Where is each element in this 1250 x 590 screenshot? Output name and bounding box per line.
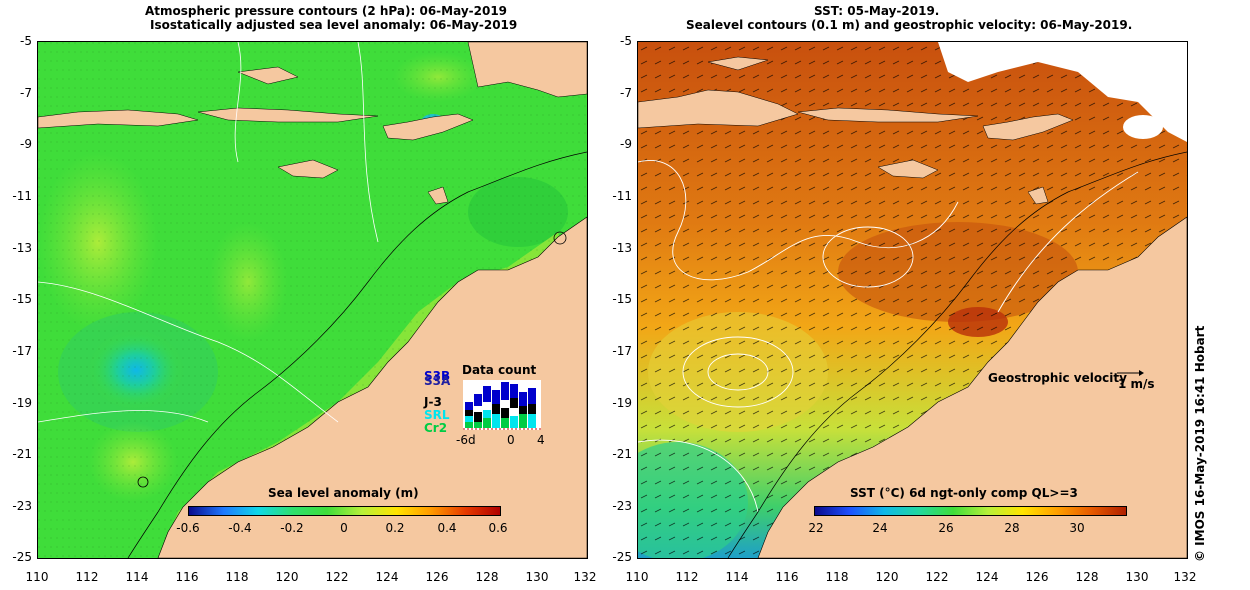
left-xtick: 126 [425, 570, 449, 584]
right-xtick: 120 [875, 570, 899, 584]
data-count-xtick: 4 [537, 433, 545, 447]
left-ytick: -19 [12, 396, 32, 410]
right-xtick: 122 [925, 570, 949, 584]
left-ytick: -17 [12, 344, 32, 358]
right-xtick: 118 [825, 570, 849, 584]
right-ytick: -17 [612, 344, 632, 358]
right-ytick: -23 [612, 499, 632, 513]
left-title-line2: Isostatically adjusted sea level anomaly… [150, 18, 518, 32]
left-xtick: 124 [375, 570, 399, 584]
velocity-scale-arrow-icon [1117, 370, 1144, 376]
mission-cr2: Cr2 [424, 421, 448, 435]
right-ytick: -5 [620, 34, 632, 48]
left-ytick: -9 [20, 137, 32, 151]
sst-cbar-tick: 24 [872, 521, 888, 535]
sla-cbar-tick: 0.6 [488, 521, 508, 535]
geostrophic-velocity-label: Geostrophic velocity [988, 371, 1127, 385]
left-ytick: -13 [12, 241, 32, 255]
velocity-scale-label: 1 m/s [1118, 377, 1155, 391]
left-xtick: 120 [275, 570, 299, 584]
right-ytick: -19 [612, 396, 632, 410]
mission-srl: SRL [424, 408, 450, 422]
sla-cbar-tick: -0.4 [228, 521, 252, 535]
right-ytick: -11 [612, 189, 632, 203]
left-xtick: 114 [125, 570, 149, 584]
imos-credit: © IMOS 16-May-2019 16:41 Hobart [1193, 325, 1207, 562]
right-title-line2: Sealevel contours (0.1 m) and geostrophi… [686, 18, 1133, 32]
right-xtick: 124 [975, 570, 999, 584]
sla-colorbar [188, 506, 501, 516]
right-ytick: -21 [612, 447, 632, 461]
right-ytick: -7 [620, 86, 632, 100]
data-count-title: Data count [462, 363, 537, 377]
right-ytick: -25 [612, 550, 632, 564]
left-xtick: 128 [475, 570, 499, 584]
sst-map [637, 41, 1188, 559]
left-ytick: -21 [12, 447, 32, 461]
sst-colorbar [814, 506, 1127, 516]
sla-cbar-tick: -0.6 [176, 521, 200, 535]
left-title-line1: Atmospheric pressure contours (2 hPa): 0… [145, 4, 508, 18]
left-xtick: 118 [225, 570, 249, 584]
left-xtick: 130 [525, 570, 549, 584]
sla-cbar-tick: 0.2 [385, 521, 405, 535]
left-ytick: -5 [20, 34, 32, 48]
mission-j3: J-3 [424, 395, 442, 409]
right-xtick: 126 [1025, 570, 1049, 584]
data-count-bars [463, 380, 541, 430]
left-ytick: -7 [20, 86, 32, 100]
sla-map [37, 41, 588, 559]
sla-cbar-tick: 0 [340, 521, 348, 535]
left-xtick: 132 [573, 570, 597, 584]
sst-cbar-tick: 28 [1004, 521, 1020, 535]
left-ytick: -15 [12, 292, 32, 306]
data-count-xtick: -6d [456, 433, 476, 447]
right-xtick: 130 [1125, 570, 1149, 584]
sst-cbar-tick: 26 [938, 521, 954, 535]
sla-cbar-tick: -0.2 [280, 521, 304, 535]
sst-map-canvas [638, 42, 1187, 558]
sst-colorbar-title: SST (°C) 6d ngt-only comp QL>=3 [850, 486, 1078, 500]
left-xtick: 116 [175, 570, 199, 584]
right-xtick: 116 [775, 570, 799, 584]
right-title-line1: SST: 05-May-2019. [814, 4, 940, 18]
right-xtick: 132 [1173, 570, 1197, 584]
mission-s3b: S3B [424, 369, 451, 383]
right-ytick: -9 [620, 137, 632, 151]
left-ytick: -11 [12, 189, 32, 203]
left-xtick: 110 [25, 570, 49, 584]
left-ytick: -25 [12, 550, 32, 564]
mission-s3a: S3A [424, 374, 451, 388]
right-xtick: 114 [725, 570, 749, 584]
sst-cbar-tick: 22 [808, 521, 824, 535]
sla-cbar-tick: 0.4 [437, 521, 457, 535]
left-xtick: 112 [75, 570, 99, 584]
right-xtick: 110 [625, 570, 649, 584]
sla-map-canvas [38, 42, 587, 558]
data-count-bar-group [465, 382, 536, 428]
left-xtick: 122 [325, 570, 349, 584]
right-xtick: 128 [1075, 570, 1099, 584]
left-ytick: -23 [12, 499, 32, 513]
sla-colorbar-title: Sea level anomaly (m) [268, 486, 419, 500]
right-ytick: -15 [612, 292, 632, 306]
right-xtick: 112 [675, 570, 699, 584]
data-count-xtick: 0 [507, 433, 515, 447]
right-ytick: -13 [612, 241, 632, 255]
sst-cbar-tick: 30 [1069, 521, 1085, 535]
